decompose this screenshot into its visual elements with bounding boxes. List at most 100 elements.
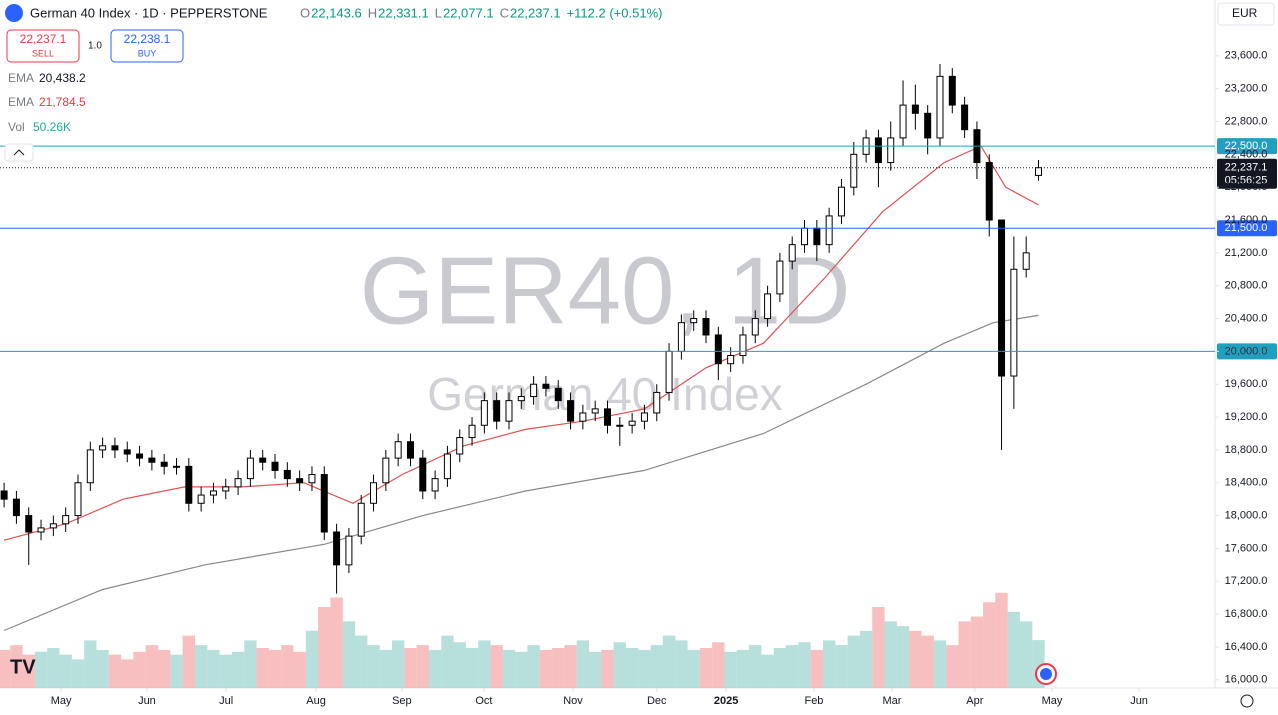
volume-bar bbox=[108, 654, 122, 688]
volume-pane bbox=[0, 592, 1045, 688]
volume-bar bbox=[1007, 611, 1021, 688]
candle-body bbox=[136, 453, 144, 459]
candle-body bbox=[246, 457, 254, 480]
y-tick-label: 21,200.0 bbox=[1225, 247, 1268, 259]
x-tick-label: Nov bbox=[563, 695, 583, 707]
x-tick-label: May bbox=[51, 695, 72, 707]
ma-line bbox=[3, 314, 1039, 632]
volume-bar bbox=[946, 645, 959, 688]
y-tick-label: 22,400.0 bbox=[1225, 148, 1268, 160]
volume-value: 50.26K bbox=[33, 120, 71, 134]
axes: 16,000.0 16,400.0 16,800.0 17,200.0 17,600.0… bbox=[51, 50, 1268, 707]
candle-body bbox=[148, 457, 156, 463]
volume-bar bbox=[318, 607, 331, 688]
y-tick-label: 20,000.0 bbox=[1225, 345, 1268, 357]
sell-price[interactable]: 22,237.1 bbox=[20, 32, 67, 46]
candle-body bbox=[74, 482, 82, 517]
y-tick-label: 23,600.0 bbox=[1225, 50, 1268, 62]
x-tick-label: Apr bbox=[966, 695, 983, 707]
volume-bar bbox=[761, 654, 774, 688]
candle-body bbox=[123, 449, 131, 455]
volume-bar bbox=[909, 630, 922, 688]
ma-line bbox=[3, 145, 1039, 541]
volume-bar bbox=[342, 621, 356, 688]
volume-bar bbox=[59, 654, 72, 688]
candle-body bbox=[1022, 252, 1030, 270]
buy-price[interactable]: 22,238.1 bbox=[124, 32, 171, 46]
collapse-button[interactable] bbox=[4, 143, 34, 162]
volume-bar bbox=[724, 651, 737, 688]
sell-text[interactable]: SELL bbox=[32, 48, 54, 58]
candle-body bbox=[690, 318, 698, 324]
volume-bar bbox=[194, 645, 208, 688]
x-tick-label: Sep bbox=[392, 695, 412, 707]
currency[interactable]: EUR bbox=[1232, 6, 1258, 20]
ma-name: EMA bbox=[8, 71, 34, 85]
symbol-title[interactable]: German 40 Index · 1D · PEPPERSTONE bbox=[30, 5, 268, 20]
order-size[interactable]: 1.0 bbox=[88, 41, 102, 52]
candle-body bbox=[788, 244, 796, 262]
y-tick-label: 18,800.0 bbox=[1225, 444, 1268, 456]
buy-button[interactable] bbox=[110, 29, 184, 63]
candle-body bbox=[677, 322, 685, 352]
volume-bar bbox=[515, 651, 528, 688]
candle-body bbox=[1010, 268, 1018, 377]
y-tick-label: 17,200.0 bbox=[1225, 575, 1268, 587]
levels: 22,500.0 21,500.0 20,000.0 22,237.105:56:25 bbox=[0, 138, 1277, 360]
symbol-icon[interactable] bbox=[5, 4, 23, 22]
volume-bar bbox=[675, 640, 688, 688]
volume-bar bbox=[822, 640, 836, 688]
watermark: GER40, 1D bbox=[360, 237, 851, 344]
change: +112.2 (+0.51%) bbox=[567, 5, 663, 20]
y-tick-label: 18,000.0 bbox=[1225, 509, 1268, 521]
sell-button[interactable] bbox=[6, 29, 80, 63]
volume-bar bbox=[576, 640, 590, 688]
volume-bar bbox=[281, 645, 294, 688]
candle-body bbox=[493, 400, 501, 422]
candle-body bbox=[185, 465, 193, 504]
candle-body bbox=[86, 449, 94, 484]
x-tick-label: Jun bbox=[138, 695, 156, 707]
ma-value: 20,438.2 bbox=[39, 71, 86, 85]
tv-logo: TV bbox=[10, 656, 36, 678]
volume-bar bbox=[47, 648, 60, 688]
volume-bar bbox=[478, 640, 491, 688]
volume-bar bbox=[1020, 621, 1033, 688]
ohlc-key: C bbox=[500, 5, 509, 20]
volume-bar bbox=[84, 640, 97, 688]
volume-bar bbox=[379, 649, 393, 688]
volume-bar bbox=[773, 648, 787, 688]
volume-bar bbox=[847, 635, 860, 688]
collapse-icon bbox=[13, 149, 25, 156]
volume-bar bbox=[798, 642, 811, 688]
y-tick-label: 16,800.0 bbox=[1225, 608, 1268, 620]
volume-bar bbox=[625, 648, 639, 688]
candle-body bbox=[714, 334, 722, 365]
candle-body bbox=[665, 350, 673, 393]
x-tick-label: Mar bbox=[882, 695, 901, 707]
settings-icon[interactable] bbox=[1240, 694, 1254, 708]
candle-body bbox=[443, 453, 451, 480]
volume-bar bbox=[995, 592, 1008, 688]
currency-button[interactable] bbox=[1217, 2, 1275, 26]
ohlc-value: 22,237.1 bbox=[510, 5, 561, 20]
candle-body bbox=[985, 162, 993, 221]
candle-body bbox=[431, 478, 439, 492]
candle-body bbox=[197, 494, 205, 504]
volume-bar bbox=[601, 649, 614, 688]
candle-body bbox=[345, 535, 353, 566]
candle-body bbox=[37, 527, 45, 533]
candle-body bbox=[961, 104, 969, 131]
candle-body bbox=[320, 474, 328, 533]
volume-bar bbox=[268, 649, 282, 688]
candle-body bbox=[702, 318, 710, 336]
candle-body bbox=[998, 219, 1006, 377]
candle-body bbox=[12, 498, 20, 517]
volume-bar bbox=[0, 649, 11, 688]
candle-body bbox=[357, 502, 365, 537]
buy-text[interactable]: BUY bbox=[138, 48, 157, 58]
candle-body bbox=[542, 383, 550, 389]
volume-bar bbox=[786, 645, 799, 688]
